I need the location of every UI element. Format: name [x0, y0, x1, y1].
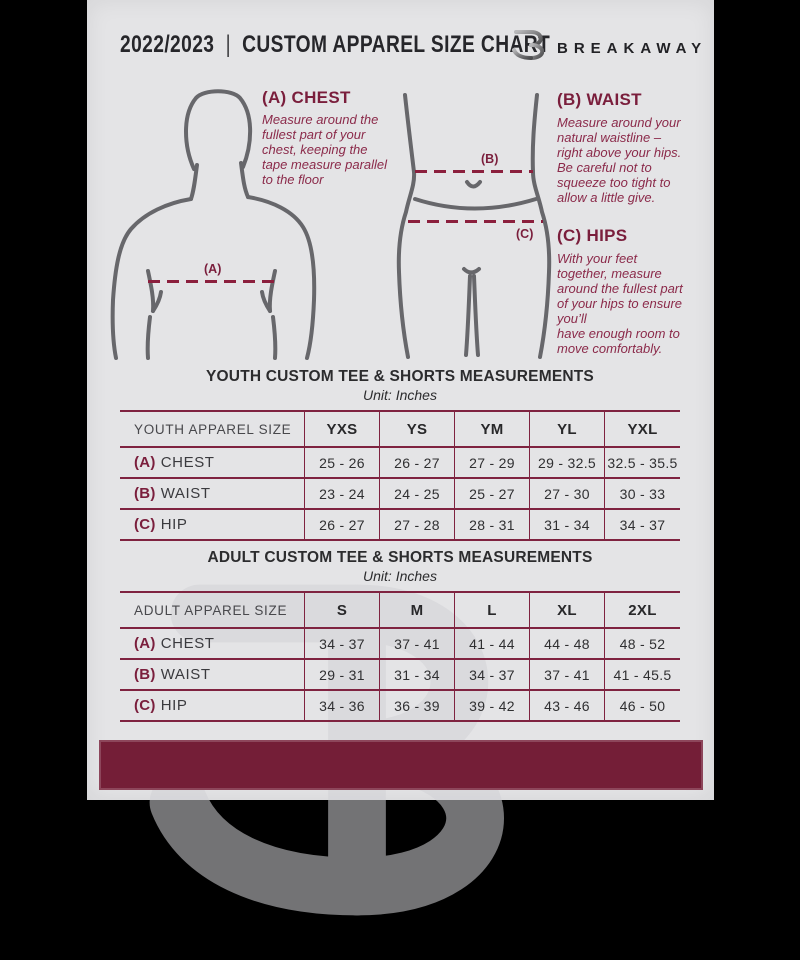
row-label-text: HIP	[160, 516, 188, 533]
table-cell: 31 - 34	[380, 660, 455, 691]
table-cell: 27 - 28	[380, 510, 455, 541]
hip-measure-line	[408, 220, 543, 223]
adult-table-title: ADULT CUSTOM TEE & SHORTS MEASUREMENTS	[207, 549, 593, 566]
chest-figure-illustration	[110, 89, 317, 360]
row-label-cell: (C) HIP	[120, 691, 305, 722]
hips-instruction-text: With your feet together, measure around …	[557, 251, 683, 357]
table-header-cell: YXL	[605, 412, 680, 448]
youth-size-table: YOUTH APPAREL SIZE YXS YS YM YL YXL (A) …	[120, 410, 680, 541]
chest-measure-line	[148, 280, 274, 283]
table-cell: 32.5 - 35.5	[605, 448, 680, 479]
waist-instruction-heading: (B) WAIST	[557, 90, 642, 109]
table-header-cell: YXS	[305, 412, 380, 448]
table-cell: 41 - 45.5	[605, 660, 680, 691]
chart-title: CUSTOM APPAREL SIZE CHART	[242, 31, 551, 58]
row-label-cell: (C) HIP	[120, 510, 305, 541]
chest-instruction-heading: (A) CHEST	[262, 88, 351, 107]
row-label-text: HIP	[160, 697, 188, 714]
youth-table-title: YOUTH CUSTOM TEE & SHORTS MEASUREMENTS	[206, 368, 594, 385]
row-label-cell: (B) WAIST	[120, 660, 305, 691]
waist-line-label: (B)	[481, 152, 499, 166]
row-label-cell: (B) WAIST	[120, 479, 305, 510]
row-label-text: WAIST	[160, 666, 211, 683]
breakaway-logo-icon	[512, 30, 545, 60]
youth-table-unit: Unit: Inches	[363, 387, 437, 403]
row-label-cell: (A) CHEST	[120, 629, 305, 660]
table-cell: 30 - 33	[605, 479, 680, 510]
chest-line-label: (A)	[204, 262, 222, 276]
table-header-cell: YL	[530, 412, 605, 448]
table-cell: 41 - 44	[455, 629, 530, 660]
table-cell: 34 - 37	[305, 629, 380, 660]
table-header-cell: YOUTH APPAREL SIZE	[120, 412, 305, 448]
table-header-cell: XL	[530, 593, 605, 629]
waist-instruction-text: Measure around your natural waistline – …	[557, 115, 682, 206]
table-cell: 44 - 48	[530, 629, 605, 660]
waist-hip-figure-illustration	[396, 93, 552, 359]
size-chart-page: 2022/2023 | CUSTOM APPAREL SIZE CHART BREA…	[87, 0, 714, 916]
table-header-cell: YM	[455, 412, 530, 448]
row-label-prefix: (B)	[134, 666, 156, 683]
table-cell: 25 - 27	[455, 479, 530, 510]
title-separator: |	[225, 31, 231, 58]
row-label-text: CHEST	[160, 635, 215, 652]
table-cell: 46 - 50	[605, 691, 680, 722]
page-title: 2022/2023 | CUSTOM APPAREL SIZE CHART	[120, 31, 550, 59]
table-cell: 26 - 27	[380, 448, 455, 479]
brand-wordmark: BREAKAWAY	[557, 40, 708, 57]
table-cell: 23 - 24	[305, 479, 380, 510]
table-cell: 48 - 52	[605, 629, 680, 660]
table-header-cell: M	[380, 593, 455, 629]
table-cell: 31 - 34	[530, 510, 605, 541]
hip-line-label: (C)	[516, 227, 534, 241]
table-cell: 25 - 26	[305, 448, 380, 479]
waist-measure-line	[415, 170, 533, 173]
row-label-prefix: (C)	[134, 697, 156, 714]
table-cell: 43 - 46	[530, 691, 605, 722]
hips-instruction-heading: (C) HIPS	[557, 226, 628, 245]
row-label-prefix: (B)	[134, 485, 156, 502]
row-label-prefix: (C)	[134, 516, 156, 533]
table-cell: 29 - 31	[305, 660, 380, 691]
table-cell: 29 - 32.5	[530, 448, 605, 479]
table-cell: 39 - 42	[455, 691, 530, 722]
row-label-text: WAIST	[160, 485, 211, 502]
table-cell: 36 - 39	[380, 691, 455, 722]
table-cell: 37 - 41	[380, 629, 455, 660]
table-cell: 37 - 41	[530, 660, 605, 691]
chest-instruction-text: Measure around the fullest part of your …	[262, 112, 388, 188]
table-cell: 27 - 30	[530, 479, 605, 510]
row-label-cell: (A) CHEST	[120, 448, 305, 479]
table-header-cell: L	[455, 593, 530, 629]
table-header-cell: ADULT APPAREL SIZE	[120, 593, 305, 629]
row-label-prefix: (A)	[134, 635, 156, 652]
table-header-cell: 2XL	[605, 593, 680, 629]
table-header-cell: YS	[380, 412, 455, 448]
table-cell: 34 - 37	[605, 510, 680, 541]
row-label-prefix: (A)	[134, 454, 156, 471]
table-header-cell: S	[305, 593, 380, 629]
table-cell: 34 - 37	[455, 660, 530, 691]
table-cell: 27 - 29	[455, 448, 530, 479]
table-cell: 34 - 36	[305, 691, 380, 722]
table-cell: 26 - 27	[305, 510, 380, 541]
row-label-text: CHEST	[160, 454, 215, 471]
adult-table-unit: Unit: Inches	[363, 568, 437, 584]
year-label: 2022/2023	[120, 31, 215, 58]
adult-size-table: ADULT APPAREL SIZE S M L XL 2XL (A) CHES…	[120, 591, 680, 722]
table-cell: 28 - 31	[455, 510, 530, 541]
footer-bar	[99, 740, 703, 790]
table-cell: 24 - 25	[380, 479, 455, 510]
